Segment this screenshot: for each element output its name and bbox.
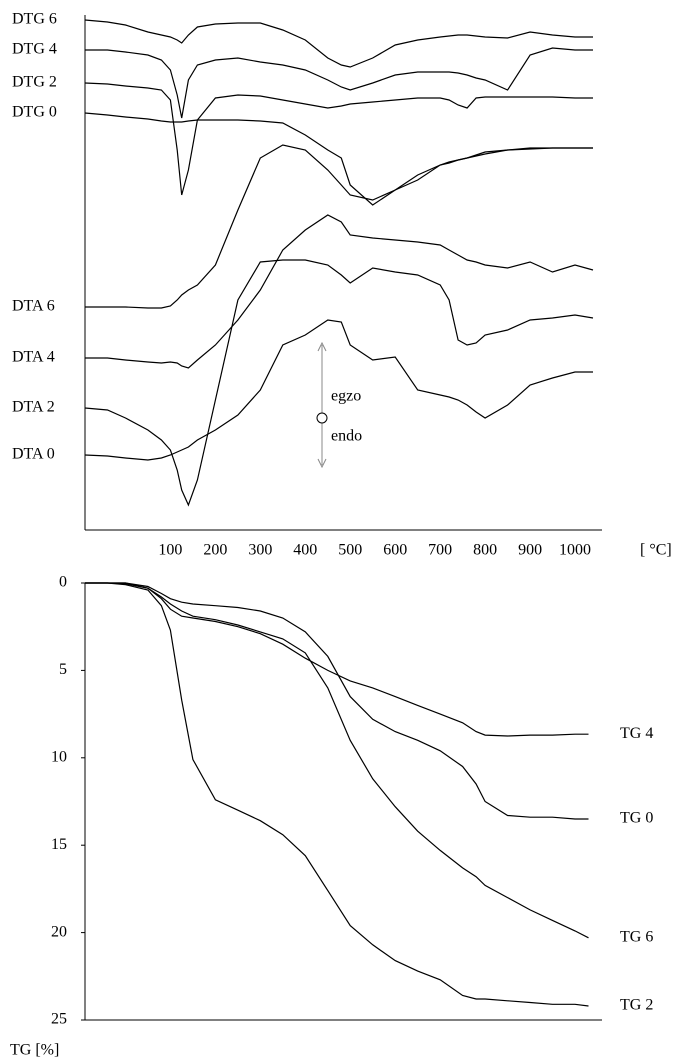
- line: [84, 259, 594, 507]
- series-label: TG 0: [620, 810, 653, 827]
- line: [85, 582, 589, 737]
- x-tick-label: 100: [158, 542, 182, 559]
- line: [85, 214, 594, 369]
- x-tick-label: 400: [293, 542, 317, 559]
- series-label: TG 2: [620, 997, 653, 1014]
- line: [85, 582, 589, 820]
- x-tick-label: 1000: [559, 542, 591, 559]
- arrow-head: [317, 341, 327, 469]
- x-tick-label: 700: [428, 542, 452, 559]
- x-tick-label: 800: [473, 542, 497, 559]
- series-label: DTG 0: [12, 104, 57, 121]
- x-tick-label: 200: [203, 542, 227, 559]
- y-tick-label: 5: [59, 661, 67, 678]
- y-tick-label: 25: [51, 1011, 67, 1028]
- series-label: DTG 4: [12, 41, 57, 58]
- x-tick-label: 500: [338, 542, 362, 559]
- y-tick-label: 20: [51, 923, 67, 940]
- annotation: egzo: [331, 388, 361, 405]
- y-tick-label: 15: [51, 836, 67, 853]
- x-tick-label: 900: [518, 542, 542, 559]
- line: [84, 112, 593, 206]
- line: [85, 47, 593, 119]
- x-axis-label: [ °C]: [640, 542, 672, 559]
- series-label: TG 4: [620, 725, 653, 742]
- y-tick-label: 0: [59, 574, 67, 591]
- y-tick-label: 10: [51, 748, 67, 765]
- line: [84, 319, 593, 461]
- annotation: endo: [331, 428, 362, 445]
- series-label: DTA 2: [12, 399, 55, 416]
- y-axis-label: TG [%]: [10, 1042, 59, 1059]
- series-label: TG 6: [620, 929, 653, 946]
- x-tick-label: 300: [248, 542, 272, 559]
- line: [85, 582, 589, 1007]
- line: [84, 82, 593, 196]
- series-label: DTA 6: [12, 298, 55, 315]
- line: [84, 19, 593, 68]
- x-tick-label: 600: [383, 542, 407, 559]
- line: [85, 582, 589, 939]
- series-label: DTA 0: [12, 446, 55, 463]
- series-label: DTG 2: [12, 74, 57, 91]
- series-label: DTG 6: [12, 11, 57, 28]
- line: [85, 144, 593, 309]
- marker: [316, 412, 328, 424]
- series-label: DTA 4: [12, 349, 55, 366]
